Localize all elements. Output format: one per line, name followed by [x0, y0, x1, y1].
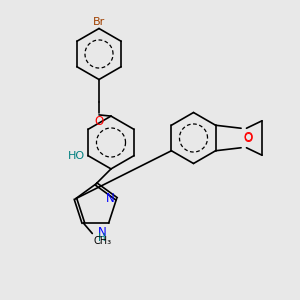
Text: HO: HO [68, 151, 85, 161]
Text: H: H [98, 233, 106, 244]
Text: O: O [94, 115, 103, 128]
Text: O: O [244, 130, 253, 144]
Text: Br: Br [93, 17, 105, 27]
Text: CH₃: CH₃ [94, 236, 112, 246]
Text: N: N [105, 192, 114, 205]
Text: N: N [98, 226, 106, 239]
Text: O: O [244, 132, 253, 146]
